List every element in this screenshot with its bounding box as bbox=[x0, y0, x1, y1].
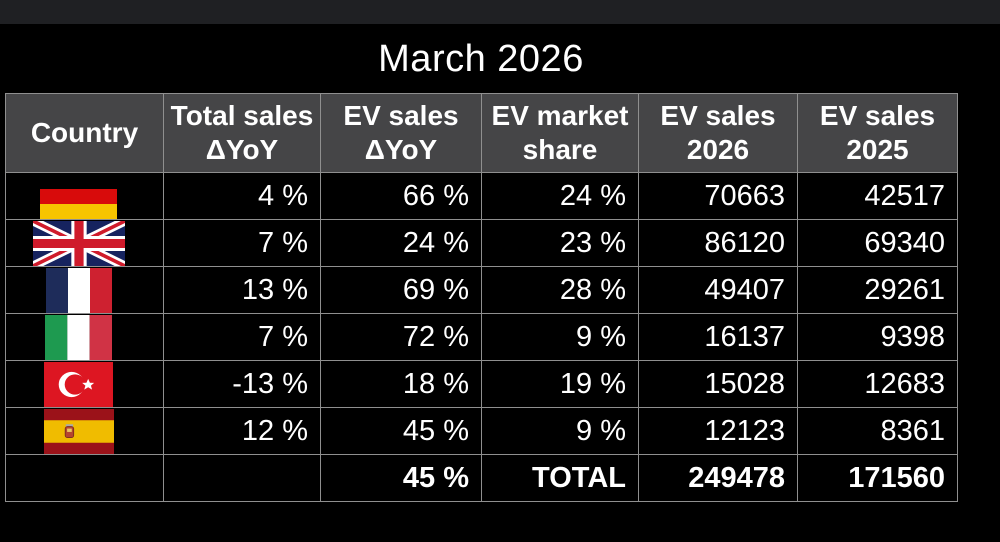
table-row-italy: 7 % 72 % 9 % 16137 9398 bbox=[5, 313, 958, 361]
cell-ev-sales-2026: 15028 bbox=[638, 360, 798, 408]
cell-ev-sales-2025: 29261 bbox=[797, 266, 958, 314]
cell-ev-market-share: 19 % bbox=[481, 360, 639, 408]
table-total-row: 45 % TOTAL 249478 171560 bbox=[5, 454, 958, 502]
cell-total-sales-yoy: 7 % bbox=[163, 219, 321, 267]
table-row-uk: 7 % 24 % 23 % 86120 69340 bbox=[5, 219, 958, 267]
header-ev-market-share: EV market share bbox=[481, 93, 639, 173]
total-row-empty-country bbox=[5, 454, 164, 502]
table-row-france: 13 % 69 % 28 % 49407 29261 bbox=[5, 266, 958, 314]
cell-total-sales-yoy: 12 % bbox=[163, 407, 321, 455]
table-row-spain: 12 % 45 % 9 % 12123 8361 bbox=[5, 407, 958, 455]
total-row-empty-total-yoy bbox=[163, 454, 321, 502]
cell-ev-sales-2026: 12123 bbox=[638, 407, 798, 455]
cell-ev-sales-yoy: 66 % bbox=[320, 172, 482, 220]
header-total-sales-yoy: Total sales ΔYoY bbox=[163, 93, 321, 173]
cell-total-sales-yoy: -13 % bbox=[163, 360, 321, 408]
cell-ev-market-share: 23 % bbox=[481, 219, 639, 267]
total-ev-sales-2025: 171560 bbox=[797, 454, 958, 502]
france-flag-icon bbox=[5, 266, 164, 314]
table-header-row: Country Total sales ΔYoY EV sales ΔYoY E… bbox=[5, 93, 958, 173]
cell-ev-market-share: 28 % bbox=[481, 266, 639, 314]
turkey-flag-icon bbox=[5, 360, 164, 408]
germany-flag-icon bbox=[5, 172, 164, 220]
header-ev-sales-yoy: EV sales ΔYoY bbox=[320, 93, 482, 173]
total-label: TOTAL bbox=[481, 454, 639, 502]
total-ev-sales-2026: 249478 bbox=[638, 454, 798, 502]
uk-flag-icon bbox=[5, 219, 164, 267]
cell-ev-sales-2025: 8361 bbox=[797, 407, 958, 455]
cell-ev-sales-2025: 69340 bbox=[797, 219, 958, 267]
cell-ev-sales-2026: 49407 bbox=[638, 266, 798, 314]
cell-ev-sales-yoy: 18 % bbox=[320, 360, 482, 408]
cell-total-sales-yoy: 4 % bbox=[163, 172, 321, 220]
total-ev-sales-yoy: 45 % bbox=[320, 454, 482, 502]
table-row-turkey: -13 % 18 % 19 % 15028 12683 bbox=[5, 360, 958, 408]
header-ev-sales-2025: EV sales 2025 bbox=[797, 93, 958, 173]
spain-emblem bbox=[64, 423, 74, 438]
cell-ev-sales-yoy: 69 % bbox=[320, 266, 482, 314]
cell-ev-market-share: 9 % bbox=[481, 407, 639, 455]
ev-sales-table: Country Total sales ΔYoY EV sales ΔYoY E… bbox=[5, 93, 958, 502]
header-country: Country bbox=[5, 93, 164, 173]
table-row-germany: 4 % 66 % 24 % 70663 42517 bbox=[5, 172, 958, 220]
cell-total-sales-yoy: 7 % bbox=[163, 313, 321, 361]
cell-ev-sales-2026: 86120 bbox=[638, 219, 798, 267]
cell-ev-sales-2026: 70663 bbox=[638, 172, 798, 220]
cell-total-sales-yoy: 13 % bbox=[163, 266, 321, 314]
top-status-bar bbox=[0, 0, 1000, 24]
cell-ev-market-share: 9 % bbox=[481, 313, 639, 361]
cell-ev-sales-2025: 42517 bbox=[797, 172, 958, 220]
cell-ev-sales-2026: 16137 bbox=[638, 313, 798, 361]
cell-ev-market-share: 24 % bbox=[481, 172, 639, 220]
cell-ev-sales-yoy: 72 % bbox=[320, 313, 482, 361]
spain-flag-icon bbox=[5, 407, 164, 455]
cell-ev-sales-2025: 9398 bbox=[797, 313, 958, 361]
cell-ev-sales-yoy: 24 % bbox=[320, 219, 482, 267]
cell-ev-sales-yoy: 45 % bbox=[320, 407, 482, 455]
cell-ev-sales-2025: 12683 bbox=[797, 360, 958, 408]
chart-title: March 2026 bbox=[378, 38, 584, 80]
italy-flag-icon bbox=[5, 313, 164, 361]
header-ev-sales-2026: EV sales 2026 bbox=[638, 93, 798, 173]
